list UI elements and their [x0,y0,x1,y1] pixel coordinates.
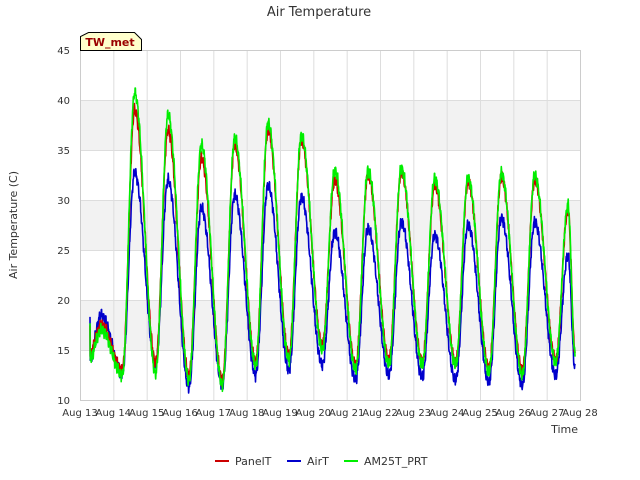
x-tick-label: Aug 24 [429,408,464,419]
y-tick-label: 45 [57,46,70,57]
plot-area-frame [80,50,581,401]
x-tick-label: Aug 13 [62,408,97,419]
grid-band [80,300,580,350]
series-line-airt [89,167,576,394]
station-tag-box [80,32,142,51]
y-axis-ticks: 10 15 20 25 30 35 40 45 [57,46,70,407]
x-tick-label: Aug 15 [129,408,164,419]
x-tick-label: Aug 21 [329,408,364,419]
x-tick-label: Aug 18 [229,408,264,419]
x-tick-label: Aug 26 [496,408,531,419]
x-tick-label: Aug 20 [296,408,331,419]
legend-label: AirT [307,455,329,468]
series-lines [89,87,576,394]
x-tick-label: Aug 27 [529,408,564,419]
x-tick-label: Aug 23 [396,408,431,419]
x-tick-label: Aug 22 [362,408,397,419]
y-tick-label: 35 [57,146,70,157]
x-tick-label: Aug 25 [462,408,497,419]
legend-label: AM25T_PRT [364,455,428,468]
y-tick-label: 10 [57,396,70,407]
y-tick-label: 25 [57,246,70,257]
x-tick-label: Aug 14 [96,408,131,419]
station-tag-label: TW_met [85,36,134,49]
legend: PanelT AirT AM25T_PRT [215,455,428,468]
station-tag: TW_met [80,32,142,51]
x-axis-label: Time [550,423,578,436]
legend-label: PanelT [235,455,272,468]
series-line-am25t-prt [89,87,576,393]
y-axis-label: Air Temperature (C) [7,171,20,279]
y-tick-label: 40 [57,96,70,107]
x-tick-label: Aug 17 [196,408,231,419]
x-tick-label: Aug 16 [162,408,197,419]
x-tick-label: Aug 19 [262,408,297,419]
x-tick-label: Aug 28 [562,408,597,419]
chart-title: Air Temperature [267,5,371,20]
y-tick-label: 30 [57,196,70,207]
grid-band [80,100,580,150]
y-tick-label: 20 [57,296,70,307]
y-tick-label: 15 [57,346,70,357]
